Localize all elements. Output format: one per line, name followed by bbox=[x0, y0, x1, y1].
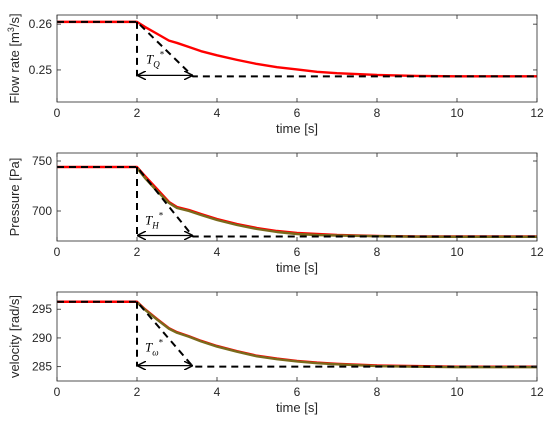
reference-line-3 bbox=[57, 166, 537, 238]
time-constant-label: Tω* bbox=[145, 338, 164, 358]
y-tick-label: 285 bbox=[32, 360, 52, 374]
reference-line-2 bbox=[57, 20, 537, 78]
x-tick-label: 0 bbox=[54, 106, 61, 120]
time-constant-label: TQ* bbox=[146, 49, 165, 69]
x-tick-label: 10 bbox=[450, 385, 464, 399]
x-tick-label: 12 bbox=[530, 245, 544, 259]
x-axis-label: time [s] bbox=[276, 260, 318, 275]
y-axis-label: Pressure [Pa] bbox=[7, 158, 22, 237]
x-tick-label: 8 bbox=[374, 385, 381, 399]
x-tick-label: 12 bbox=[530, 106, 544, 120]
x-tick-label: 6 bbox=[294, 245, 301, 259]
x-axis-label: time [s] bbox=[276, 121, 318, 136]
x-tick-label: 4 bbox=[214, 245, 221, 259]
chart-panel-1: TQ* 0 2 4 6 8 10 12 0.25 0.26 time [s] Flow rate [m… bbox=[6, 13, 544, 136]
x-tick-label: 10 bbox=[450, 106, 464, 120]
x-tick-label: 10 bbox=[450, 245, 464, 259]
x-tick-label: 12 bbox=[530, 385, 544, 399]
y-tick-label: 0.25 bbox=[29, 63, 53, 77]
x-tick-label: 4 bbox=[214, 385, 221, 399]
y-tick-label: 290 bbox=[32, 331, 52, 345]
chart-panel-2: TH* 0 2 4 6 8 10 12 700 750 time [s] Pressure [Pa] bbox=[7, 152, 544, 275]
y-axis-label: Flow rate [m3/s] bbox=[6, 13, 22, 103]
chart-panel-3: Tω* 0 2 4 6 8 10 12 285 290 295 time [s] velocity [r… bbox=[7, 291, 544, 415]
y-tick-label: 295 bbox=[32, 302, 52, 316]
y-tick-label: 750 bbox=[32, 154, 52, 168]
x-tick-label: 2 bbox=[134, 385, 141, 399]
y-tick-label: 0.26 bbox=[29, 17, 53, 31]
x-tick-label: 4 bbox=[214, 106, 221, 120]
y-tick-label: 700 bbox=[32, 204, 52, 218]
y-axis-label: velocity [rad/s] bbox=[7, 295, 22, 378]
time-constant-label: TH* bbox=[145, 211, 164, 231]
x-tick-label: 6 bbox=[294, 385, 301, 399]
x-tick-label: 6 bbox=[294, 106, 301, 120]
x-tick-label: 0 bbox=[54, 385, 61, 399]
x-axis-label: time [s] bbox=[276, 400, 318, 415]
x-tick-label: 2 bbox=[134, 245, 141, 259]
x-tick-label: 0 bbox=[54, 245, 61, 259]
plot-area bbox=[57, 15, 537, 102]
x-tick-label: 2 bbox=[134, 106, 141, 120]
series-line-2 bbox=[136, 167, 537, 239]
reference-line-3 bbox=[57, 300, 537, 368]
x-tick-label: 8 bbox=[374, 245, 381, 259]
x-tick-label: 8 bbox=[374, 106, 381, 120]
